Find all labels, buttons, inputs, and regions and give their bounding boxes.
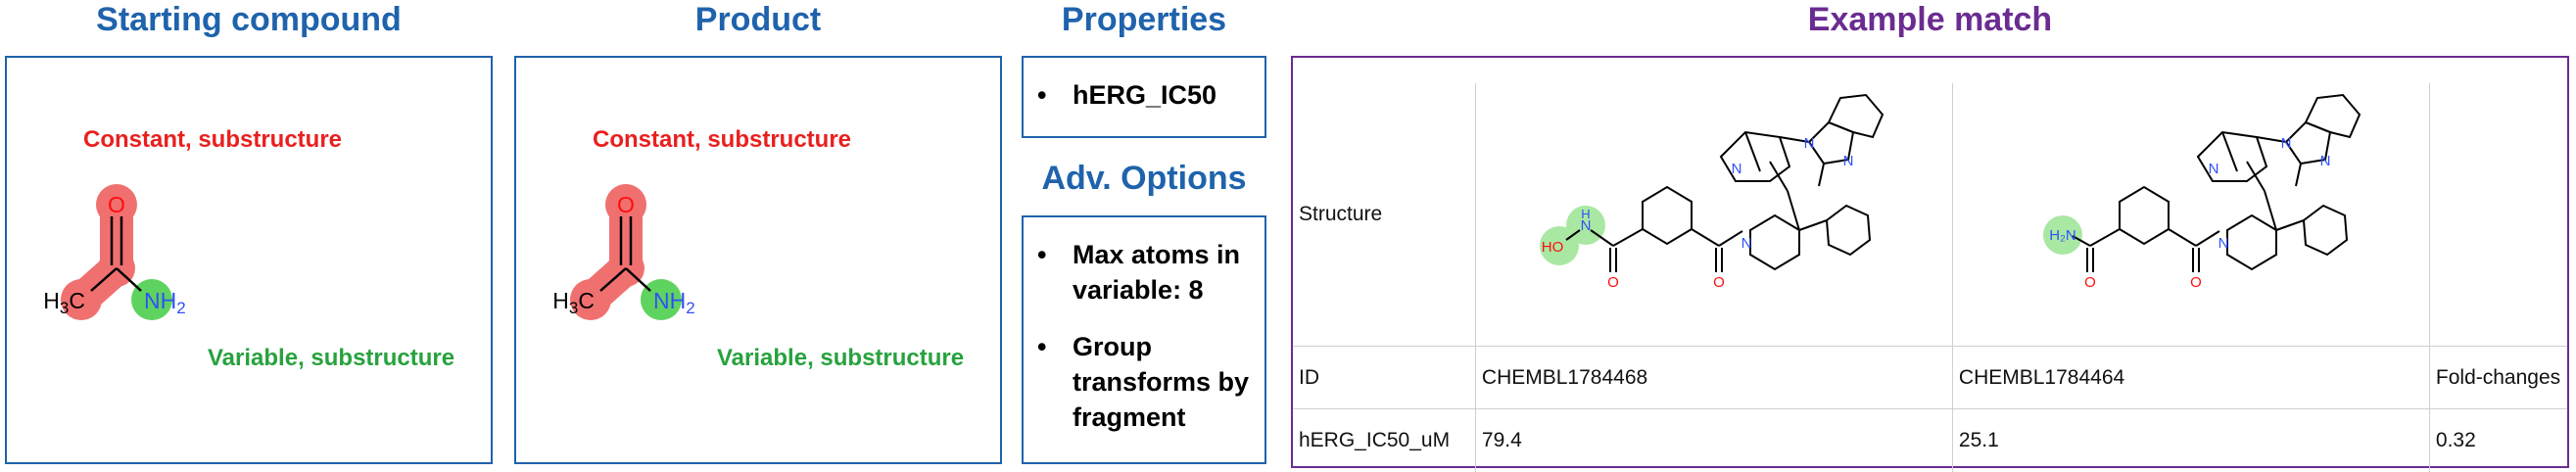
svg-text:N: N bbox=[2280, 135, 2291, 152]
svg-text:HO: HO bbox=[1542, 239, 1564, 256]
atom-methyl: H3C bbox=[552, 288, 595, 317]
property-item: hERG_IC50 bbox=[1024, 77, 1216, 113]
heading-product: Product bbox=[694, 1, 822, 38]
table-row-herg: hERG_IC50_uM 79.4 25.1 0.32 bbox=[1293, 408, 2567, 472]
bonds bbox=[90, 216, 142, 292]
properties-panel: hERG_IC50 bbox=[1022, 56, 1266, 138]
value-cell-1: 79.4 bbox=[1474, 408, 1953, 472]
molecule-chembl1784468: HO N H O O N N N N bbox=[1539, 93, 1884, 291]
product-molecule: O H3C NH2 bbox=[552, 184, 695, 320]
id-cell-3: Fold-changes bbox=[2428, 346, 2567, 409]
svg-text:N: N bbox=[2319, 153, 2330, 169]
svg-text:H: H bbox=[1581, 207, 1590, 221]
starting-compound-panel: O H3C NH2 Constant, substructure Variabl… bbox=[5, 56, 493, 464]
table-row-structure: Structure bbox=[1293, 83, 2567, 347]
variable-substructure-label: Variable, substructure bbox=[208, 345, 455, 371]
svg-text:N: N bbox=[1731, 161, 1741, 177]
svg-text:O: O bbox=[1713, 274, 1725, 291]
atom-oxygen: O bbox=[108, 192, 125, 217]
row-label: Structure bbox=[1293, 83, 1476, 347]
svg-text:N: N bbox=[1803, 135, 1814, 152]
molecule-chembl1784464: H₂N O O N N N N bbox=[2042, 93, 2361, 291]
svg-text:N: N bbox=[2208, 161, 2218, 177]
atom-amine: NH2 bbox=[653, 288, 695, 317]
row-label: ID bbox=[1293, 346, 1476, 409]
id-cell-1: CHEMBL1784468 bbox=[1474, 346, 1953, 409]
svg-text:O: O bbox=[1607, 274, 1619, 291]
atom-methyl: H3C bbox=[43, 288, 85, 317]
heading-example-match: Example match bbox=[1807, 1, 2053, 38]
starting-compound-molecule: O H3C NH2 bbox=[43, 184, 186, 320]
structure-cell-1: HO N H O O N N N N bbox=[1474, 83, 1953, 347]
example-match-table: Structure bbox=[1293, 83, 2567, 472]
bonds bbox=[599, 216, 651, 292]
variable-substructure-label: Variable, substructure bbox=[717, 345, 965, 371]
atom-amine: NH2 bbox=[144, 288, 186, 317]
example-match-panel: Structure bbox=[1291, 56, 2569, 472]
structure-cell-3 bbox=[2428, 83, 2567, 347]
value-cell-2: 25.1 bbox=[1951, 408, 2430, 472]
option-max-atoms: Max atoms in variable: 8 bbox=[1024, 237, 1259, 307]
heading-starting-compound: Starting compound bbox=[96, 1, 402, 38]
option-group-transforms: Group transforms by fragment bbox=[1024, 329, 1259, 435]
svg-text:O: O bbox=[2084, 274, 2096, 291]
table-row-id: ID CHEMBL1784468 CHEMBL1784464 Fold-chan… bbox=[1293, 346, 2567, 409]
atom-oxygen: O bbox=[617, 192, 635, 217]
constant-substructure-label: Constant, substructure bbox=[593, 126, 852, 153]
id-cell-2: CHEMBL1784464 bbox=[1951, 346, 2430, 409]
svg-text:O: O bbox=[2190, 274, 2202, 291]
constant-substructure-label: Constant, substructure bbox=[83, 126, 343, 153]
heading-adv-options: Adv. Options bbox=[1041, 160, 1247, 197]
svg-text:N: N bbox=[1842, 153, 1853, 169]
svg-text:N: N bbox=[2218, 235, 2228, 252]
product-panel: O H3C NH2 Constant, substructure Variabl… bbox=[514, 56, 1002, 464]
svg-text:N: N bbox=[1741, 235, 1751, 252]
heading-properties: Properties bbox=[1061, 1, 1227, 38]
svg-text:H₂N: H₂N bbox=[2049, 227, 2076, 244]
value-cell-3: 0.32 bbox=[2428, 408, 2567, 472]
svg-text:N: N bbox=[1580, 217, 1591, 234]
adv-options-panel: Max atoms in variable: 8 Group transform… bbox=[1022, 215, 1266, 464]
row-label: hERG_IC50_uM bbox=[1293, 408, 1476, 472]
structure-cell-2: H₂N O O N N N N bbox=[1951, 83, 2430, 347]
